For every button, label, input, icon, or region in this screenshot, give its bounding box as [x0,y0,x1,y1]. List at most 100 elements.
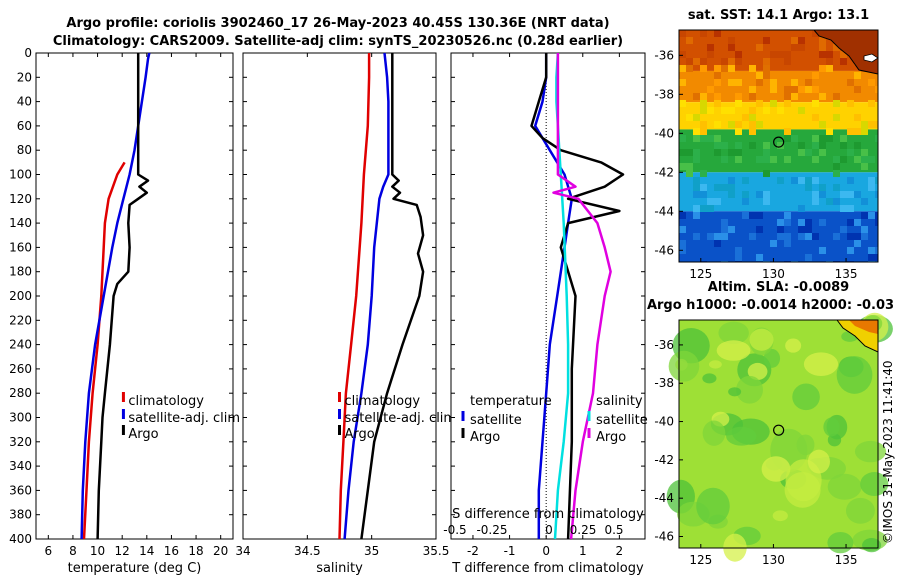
depth-tick-label: 220 [9,313,32,327]
sst-cell [770,51,777,58]
legend-label: Argo [596,430,626,445]
series-line-red [82,161,126,540]
sst-cell [777,233,784,240]
depth-tick-label: 80 [17,143,32,157]
sst-cell [735,93,742,100]
sst-cell [840,205,847,212]
s-axis-tick-label: -0.25 [476,523,507,537]
sst-cell [875,219,878,226]
sst-cell [798,219,805,226]
sla-blob [785,338,802,353]
sst-cell [763,65,770,72]
sst-cell [868,212,875,219]
sst-cell [875,135,878,142]
sla-blob [827,473,862,500]
sst-cell [854,240,861,247]
sst-cell [707,205,714,212]
sst-cell [819,149,826,156]
sst-cell [735,142,742,149]
sst-cell [679,240,686,247]
sst-cell [693,114,700,121]
sst-cell [798,226,805,233]
sst-cell [700,93,707,100]
map-x-tick-label: 125 [689,267,712,281]
sla-blob [796,434,815,456]
x-tick-label: 6 [44,544,52,558]
sst-cell [714,65,721,72]
map-title: Altim. SLA: -0.0089 [708,280,849,295]
sst-cell [854,219,861,226]
sst-cell [756,212,763,219]
sst-cell [833,198,840,205]
sst-cell [714,240,721,247]
map-x-tick-label: 135 [835,553,858,567]
sst-cell [728,149,735,156]
sla-blob [702,373,717,384]
depth-tick-label: 180 [9,265,32,279]
sst-cell [805,177,812,184]
sst-cell [847,205,854,212]
sst-cell [868,184,875,191]
island [863,53,879,63]
sst-cell [735,51,742,58]
sst-cell [749,128,756,135]
x-axis-label: T difference from climatology [451,561,644,576]
sst-cell [854,191,861,198]
sst-cell [847,149,854,156]
sst-cell [749,86,756,93]
sst-cell [819,37,826,44]
sst-cell [791,177,798,184]
depth-tick-label: 20 [17,70,32,84]
sst-cell [686,149,693,156]
sst-cell [840,226,847,233]
x-tick-label: 35 [364,544,379,558]
profile-location-marker [773,136,785,148]
sst-cell [693,128,700,135]
sst-cell [847,100,854,107]
sst-cell [868,247,875,254]
x-axis-label: temperature (deg C) [68,561,202,576]
sst-cell [798,86,805,93]
sst-cell [791,44,798,51]
sst-cell [735,128,742,135]
sst-cell [861,233,868,240]
sst-cell [714,198,721,205]
sst-cell [714,79,721,86]
sst-cell [728,37,735,44]
sst-cell [861,226,868,233]
map-frame [678,319,879,549]
sst-cell [735,149,742,156]
sst-cell [749,65,756,72]
sst-cell [763,191,770,198]
sst-cell [805,226,812,233]
sst-cell [770,240,777,247]
sst-cell [826,198,833,205]
sst-cell [819,219,826,226]
legend-label: satellite-adj. clim [345,411,457,426]
depth-tick-label: 360 [9,483,32,497]
sst-cell [840,191,847,198]
sst-cell [770,86,777,93]
sst-cell [812,72,819,79]
sst-cell [756,79,763,86]
sst-cell [728,121,735,128]
sst-cell [826,135,833,142]
sst-cell [693,205,700,212]
s-axis-tick-label: -0.5 [443,523,466,537]
sst-cell [679,163,686,170]
sst-cell [693,233,700,240]
sst-cell [854,86,861,93]
depth-tick-label: 0 [24,46,32,60]
sst-cell [693,58,700,65]
sst-cell [749,114,756,121]
sst-cell [735,100,742,107]
legend-title-temperature: temperature [470,394,552,409]
sst-cell [728,44,735,51]
s-axis-tick-label: 0.25 [570,523,597,537]
map-y-tick-label: -44 [654,491,674,505]
sst-cell [756,226,763,233]
legend-label: climatology [128,394,204,409]
sst-cell [805,219,812,226]
sst-cell [714,135,721,142]
depth-tick-label: 300 [9,411,32,425]
